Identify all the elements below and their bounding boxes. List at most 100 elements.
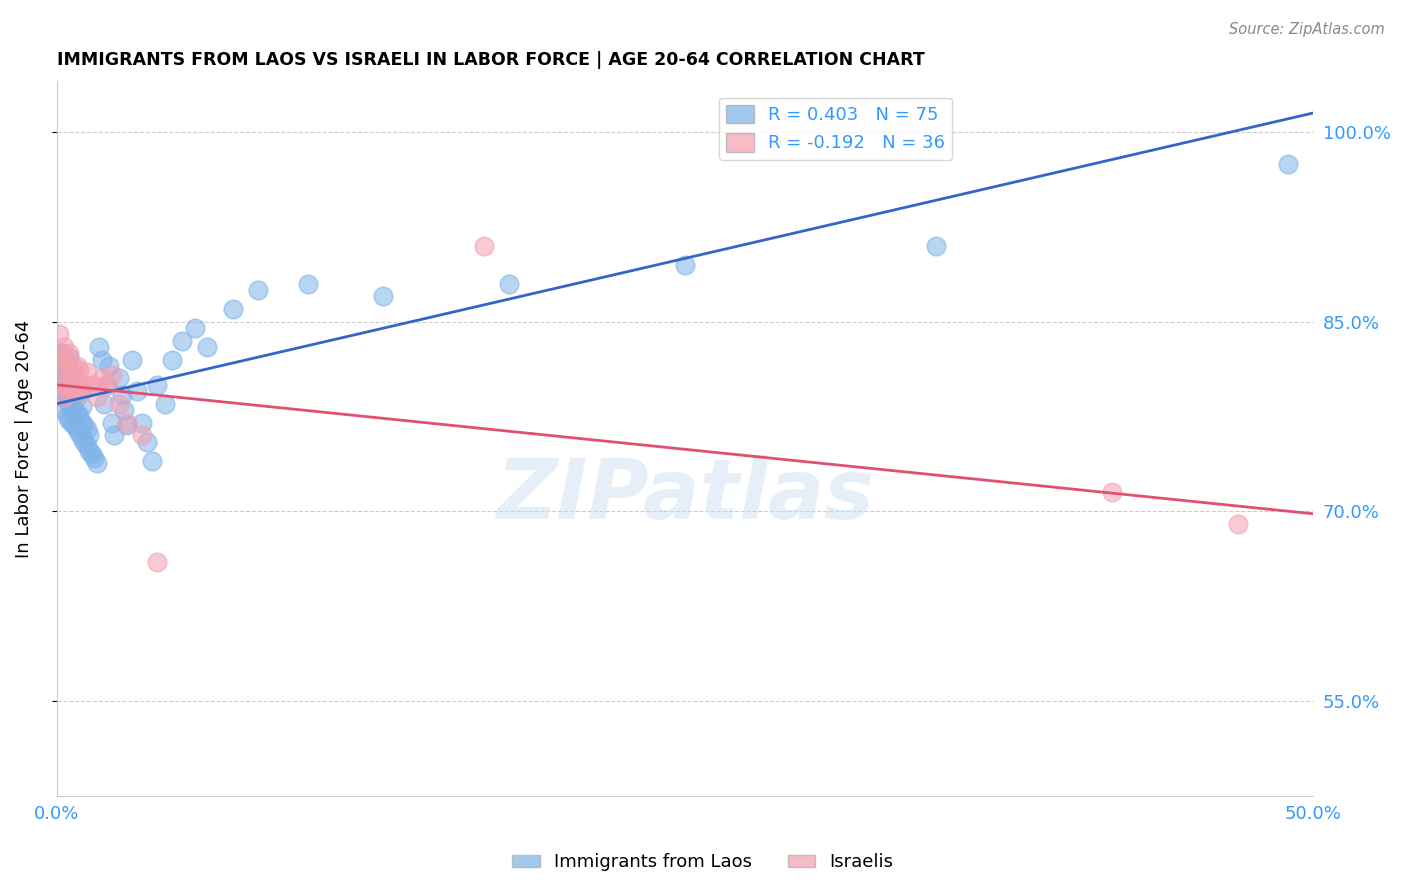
Point	[90, 352, 112, 367]
Point	[115, 416, 138, 430]
Point	[63, 384, 86, 398]
Point	[58, 377, 80, 392]
Point	[373, 289, 395, 303]
Point	[53, 365, 76, 379]
Point	[51, 346, 73, 360]
Point	[58, 384, 80, 398]
Point	[246, 283, 269, 297]
Point	[70, 416, 93, 430]
Point	[63, 403, 86, 417]
Point	[55, 371, 77, 385]
Point	[76, 422, 98, 436]
Point	[73, 377, 96, 392]
Point	[60, 377, 83, 392]
Point	[79, 428, 101, 442]
Y-axis label: In Labor Force | Age 20-64: In Labor Force | Age 20-64	[15, 319, 32, 558]
Point	[93, 397, 115, 411]
Point	[63, 386, 86, 401]
Point	[63, 371, 86, 385]
Point	[60, 401, 83, 415]
Point	[55, 352, 77, 367]
Text: ZIPatlas: ZIPatlas	[496, 455, 875, 536]
Point	[58, 350, 80, 364]
Point	[98, 359, 121, 373]
Point	[51, 391, 73, 405]
Point	[58, 346, 80, 360]
Point	[67, 380, 90, 394]
Point	[153, 397, 176, 411]
Point	[141, 453, 163, 467]
Point	[67, 425, 90, 440]
Point	[51, 359, 73, 373]
Point	[66, 406, 89, 420]
Point	[70, 400, 93, 414]
Point	[297, 277, 319, 291]
Point	[66, 359, 89, 373]
Point	[472, 238, 495, 252]
Point	[136, 434, 159, 449]
Point	[63, 368, 86, 382]
Point	[114, 403, 136, 417]
Point	[73, 434, 96, 449]
Point	[108, 371, 131, 385]
Point	[96, 377, 118, 392]
Point	[66, 422, 89, 436]
Point	[925, 238, 948, 252]
Point	[55, 391, 77, 405]
Point	[58, 413, 80, 427]
Point	[48, 327, 70, 342]
Point	[115, 418, 138, 433]
Point	[108, 397, 131, 411]
Point	[172, 334, 194, 348]
Point	[58, 365, 80, 379]
Text: Source: ZipAtlas.com: Source: ZipAtlas.com	[1229, 22, 1385, 37]
Point	[60, 359, 83, 373]
Point	[63, 418, 86, 433]
Point	[125, 384, 148, 398]
Point	[58, 362, 80, 376]
Point	[66, 377, 89, 392]
Point	[48, 346, 70, 360]
Point	[70, 431, 93, 445]
Point	[96, 377, 118, 392]
Point	[48, 352, 70, 367]
Point	[86, 391, 108, 405]
Point	[1277, 156, 1299, 170]
Point	[53, 391, 76, 405]
Point	[70, 384, 93, 398]
Point	[53, 352, 76, 367]
Point	[53, 365, 76, 379]
Point	[48, 377, 70, 392]
Point	[60, 416, 83, 430]
Point	[51, 377, 73, 392]
Point	[53, 340, 76, 354]
Point	[55, 377, 77, 392]
Point	[60, 368, 83, 382]
Point	[160, 352, 183, 367]
Legend: Immigrants from Laos, Israelis: Immigrants from Laos, Israelis	[505, 847, 901, 879]
Point	[1101, 485, 1123, 500]
Point	[73, 418, 96, 433]
Point	[80, 377, 103, 392]
Point	[197, 340, 219, 354]
Point	[76, 438, 98, 452]
Point	[67, 409, 90, 424]
Point	[51, 377, 73, 392]
Point	[121, 352, 143, 367]
Point	[221, 301, 243, 316]
Point	[111, 388, 134, 402]
Point	[58, 397, 80, 411]
Point	[76, 365, 98, 379]
Point	[66, 391, 89, 405]
Text: IMMIGRANTS FROM LAOS VS ISRAELI IN LABOR FORCE | AGE 20-64 CORRELATION CHART: IMMIGRANTS FROM LAOS VS ISRAELI IN LABOR…	[56, 51, 924, 69]
Point	[80, 447, 103, 461]
Point	[55, 355, 77, 369]
Point	[83, 451, 105, 466]
Point	[51, 346, 73, 360]
Point	[101, 416, 124, 430]
Point	[1226, 516, 1249, 531]
Point	[53, 384, 76, 398]
Point	[53, 403, 76, 417]
Point	[79, 443, 101, 458]
Point	[55, 409, 77, 424]
